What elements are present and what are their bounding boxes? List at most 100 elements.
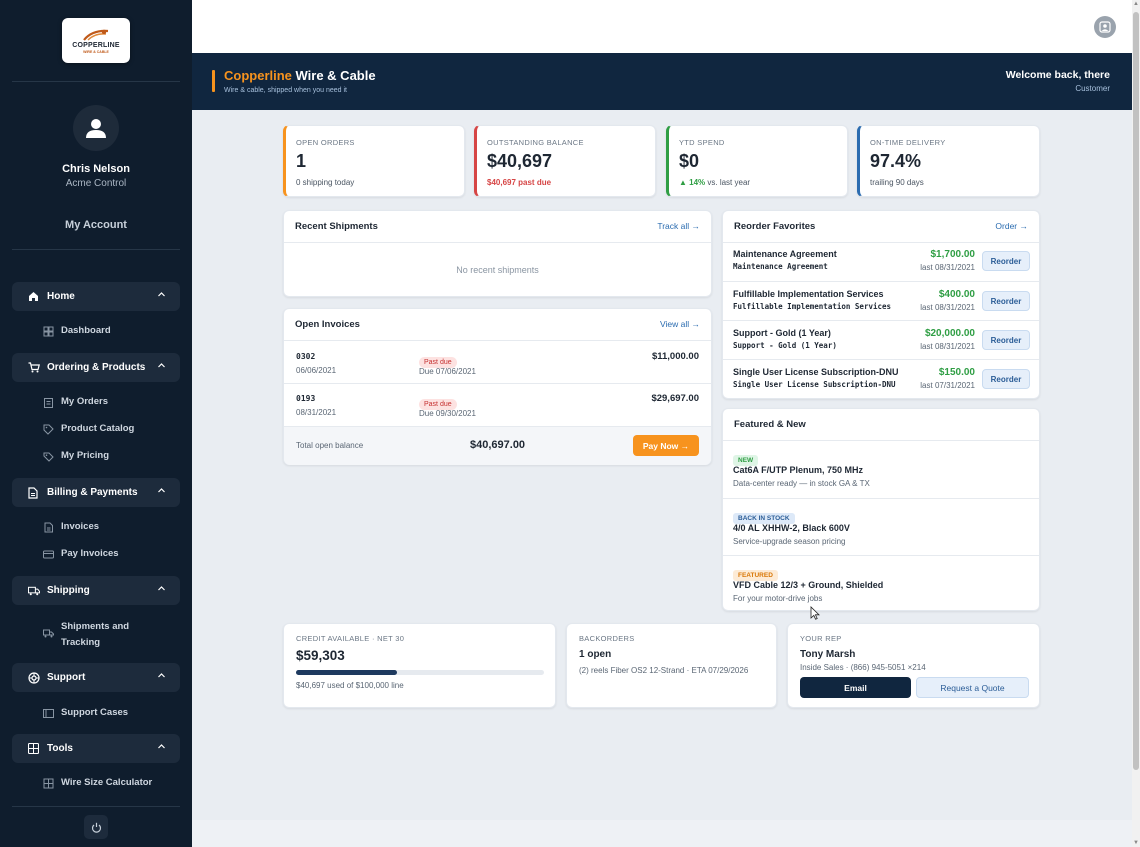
- truck-icon: [28, 586, 40, 596]
- item-price: $150.00: [938, 367, 975, 378]
- cart-icon: [28, 362, 40, 373]
- sidebar-item-my-pricing[interactable]: My Pricing: [43, 450, 109, 462]
- brand-name: Copperline Wire & Cable: [224, 68, 376, 83]
- sidebar-item-shipments-tracking[interactable]: Shipments and Tracking: [43, 619, 129, 651]
- logo-text: COPPERLINE: [72, 41, 120, 49]
- trend-up-value: ▲ 14%: [679, 178, 706, 187]
- request-quote-button[interactable]: Request a Quote: [916, 677, 1029, 698]
- nav-section-support[interactable]: Support: [12, 663, 180, 692]
- kpi-value: 1: [296, 151, 307, 171]
- header-banner: Copperline Wire & Cable Wire & cable, sh…: [192, 53, 1132, 110]
- nav-section-label: Home: [47, 291, 75, 302]
- logout-button[interactable]: [84, 815, 108, 839]
- sidebar-item-product-catalog[interactable]: Product Catalog: [43, 423, 134, 435]
- sidebar-item-label: Shipments and: [61, 621, 130, 632]
- top-bar: [192, 0, 1132, 53]
- reorder-button[interactable]: Reorder: [982, 369, 1030, 389]
- page-scrollbar[interactable]: ▲ ▼: [1132, 0, 1140, 847]
- table-row[interactable]: 0193 08/31/2021 Past due Due 09/30/2021 …: [284, 383, 711, 425]
- chevron-up-icon[interactable]: [157, 290, 166, 299]
- profile-menu-button[interactable]: [1094, 16, 1116, 38]
- email-rep-button[interactable]: Email: [800, 677, 911, 698]
- item-sku: Fulfillable Implementation Services: [733, 302, 892, 311]
- nav-section-shipping[interactable]: Shipping: [12, 576, 180, 605]
- item-name: Fulfillable Implementation Services: [733, 289, 884, 299]
- product-badge: FEATURED: [733, 570, 778, 581]
- user-icon: [86, 119, 106, 138]
- kpi-ytd-spend[interactable]: YTD SPEND $0 ▲ 14% vs. last year: [666, 125, 848, 197]
- my-account-link[interactable]: My Account: [65, 219, 127, 231]
- chevron-up-icon[interactable]: [157, 361, 166, 370]
- scroll-down-arrow-icon[interactable]: ▼: [1133, 840, 1139, 846]
- product-name: VFD Cable 12/3 + Ground, Shielded: [733, 580, 884, 590]
- card-label: BACKORDERS: [579, 634, 635, 643]
- sidebar-item-my-orders[interactable]: My Orders: [43, 396, 108, 408]
- user-name: Chris Nelson: [62, 163, 130, 175]
- kpi-open-orders[interactable]: OPEN ORDERS 1 0 shipping today: [283, 125, 465, 197]
- kpi-value: $40,697: [487, 151, 553, 171]
- item-last-ordered: last 08/31/2021: [920, 263, 975, 272]
- panel-divider: [284, 242, 711, 243]
- sidebar-item-invoices[interactable]: Invoices: [43, 521, 99, 533]
- view-all-invoices-link[interactable]: View all →: [660, 319, 700, 329]
- reorder-item[interactable]: Support - Gold (1 Year) Support - Gold (…: [723, 320, 1039, 359]
- reorder-button[interactable]: Reorder: [982, 251, 1030, 271]
- invoice-number[interactable]: 0193: [296, 394, 316, 403]
- sidebar-item-label: Wire Size Calculator: [61, 777, 153, 788]
- nav-section-home[interactable]: Home: [12, 282, 180, 311]
- chevron-up-icon[interactable]: [157, 671, 166, 680]
- featured-item[interactable]: BACK IN STOCK 4/0 AL XHHW-2, Black 600V …: [723, 498, 1039, 555]
- panel-divider: [723, 242, 1039, 243]
- sidebar-item-support-cases[interactable]: Support Cases: [43, 707, 128, 719]
- reorder-item[interactable]: Single User License Subscription-DNU Sin…: [723, 359, 1039, 398]
- scrollbar-thumb[interactable]: [1133, 12, 1139, 770]
- nav-section-label: Support: [47, 672, 86, 683]
- reorder-button[interactable]: Reorder: [982, 291, 1030, 311]
- featured-item[interactable]: NEW Cat6A F/UTP Plenum, 750 MHz Data-cen…: [723, 441, 1039, 498]
- nav-section-tools[interactable]: Tools: [12, 734, 180, 763]
- featured-item[interactable]: FEATURED VFD Cable 12/3 + Ground, Shield…: [723, 555, 1039, 612]
- reorder-button[interactable]: Reorder: [982, 330, 1030, 350]
- sidebar-divider: [12, 806, 180, 807]
- panel-title: Reorder Favorites: [734, 221, 816, 232]
- trend-caption: vs. last year: [705, 178, 751, 187]
- chevron-up-icon[interactable]: [157, 742, 166, 751]
- sidebar-item-label: Pay Invoices: [61, 548, 119, 559]
- order-link[interactable]: Order →: [995, 221, 1028, 231]
- kpi-outstanding-balance[interactable]: OUTSTANDING BALANCE $40,697 $40,697 past…: [474, 125, 656, 197]
- sidebar-item-pay-invoices[interactable]: Pay Invoices: [43, 548, 119, 560]
- chevron-up-icon[interactable]: [157, 584, 166, 593]
- kpi-on-time-delivery[interactable]: ON-TIME DELIVERY 97.4% trailing 90 days: [857, 125, 1040, 197]
- kpi-label: ON-TIME DELIVERY: [870, 138, 946, 147]
- track-all-link[interactable]: Track all →: [657, 221, 700, 231]
- kpi-label: OUTSTANDING BALANCE: [487, 138, 584, 147]
- item-name: Support - Gold (1 Year): [733, 328, 831, 338]
- document-icon: [28, 486, 40, 499]
- product-badge: BACK IN STOCK: [733, 513, 795, 524]
- credit-available-card: CREDIT AVAILABLE · NET 30 $59,303 $40,69…: [283, 623, 556, 708]
- nav-section-billing[interactable]: Billing & Payments: [12, 478, 180, 507]
- scroll-up-arrow-icon[interactable]: ▲: [1133, 1, 1139, 7]
- sidebar-item-wire-size-calculator[interactable]: Wire Size Calculator: [43, 777, 152, 789]
- user-icon: [1099, 21, 1111, 33]
- row-divider: [284, 383, 711, 384]
- invoice-number[interactable]: 0302: [296, 352, 316, 361]
- panel-divider: [284, 340, 711, 341]
- reorder-item[interactable]: Fulfillable Implementation Services Fulf…: [723, 281, 1039, 320]
- item-sku: Support - Gold (1 Year): [733, 341, 837, 350]
- mouse-cursor-icon: [810, 606, 820, 620]
- logo-mark-icon: [83, 29, 109, 41]
- table-row[interactable]: 0302 06/06/2021 Past due Due 07/06/2021 …: [284, 341, 711, 383]
- nav-section-label: Billing & Payments: [47, 487, 138, 498]
- invoice-due-date: Due 09/30/2021: [419, 409, 476, 418]
- reorder-item[interactable]: Maintenance Agreement Maintenance Agreem…: [723, 242, 1039, 281]
- panel-title: Open Invoices: [295, 319, 360, 330]
- company-logo[interactable]: COPPERLINE WIRE & CABLE: [62, 18, 130, 63]
- chevron-up-icon[interactable]: [157, 486, 166, 495]
- pay-now-button[interactable]: Pay Now →: [633, 435, 699, 456]
- logo-subtext: WIRE & CABLE: [83, 49, 109, 54]
- nav-section-ordering[interactable]: Ordering & Products: [12, 353, 180, 382]
- sidebar-item-label: My Orders: [61, 396, 108, 407]
- sidebar-item-dashboard[interactable]: Dashboard: [43, 325, 111, 337]
- panel-divider: [723, 440, 1039, 441]
